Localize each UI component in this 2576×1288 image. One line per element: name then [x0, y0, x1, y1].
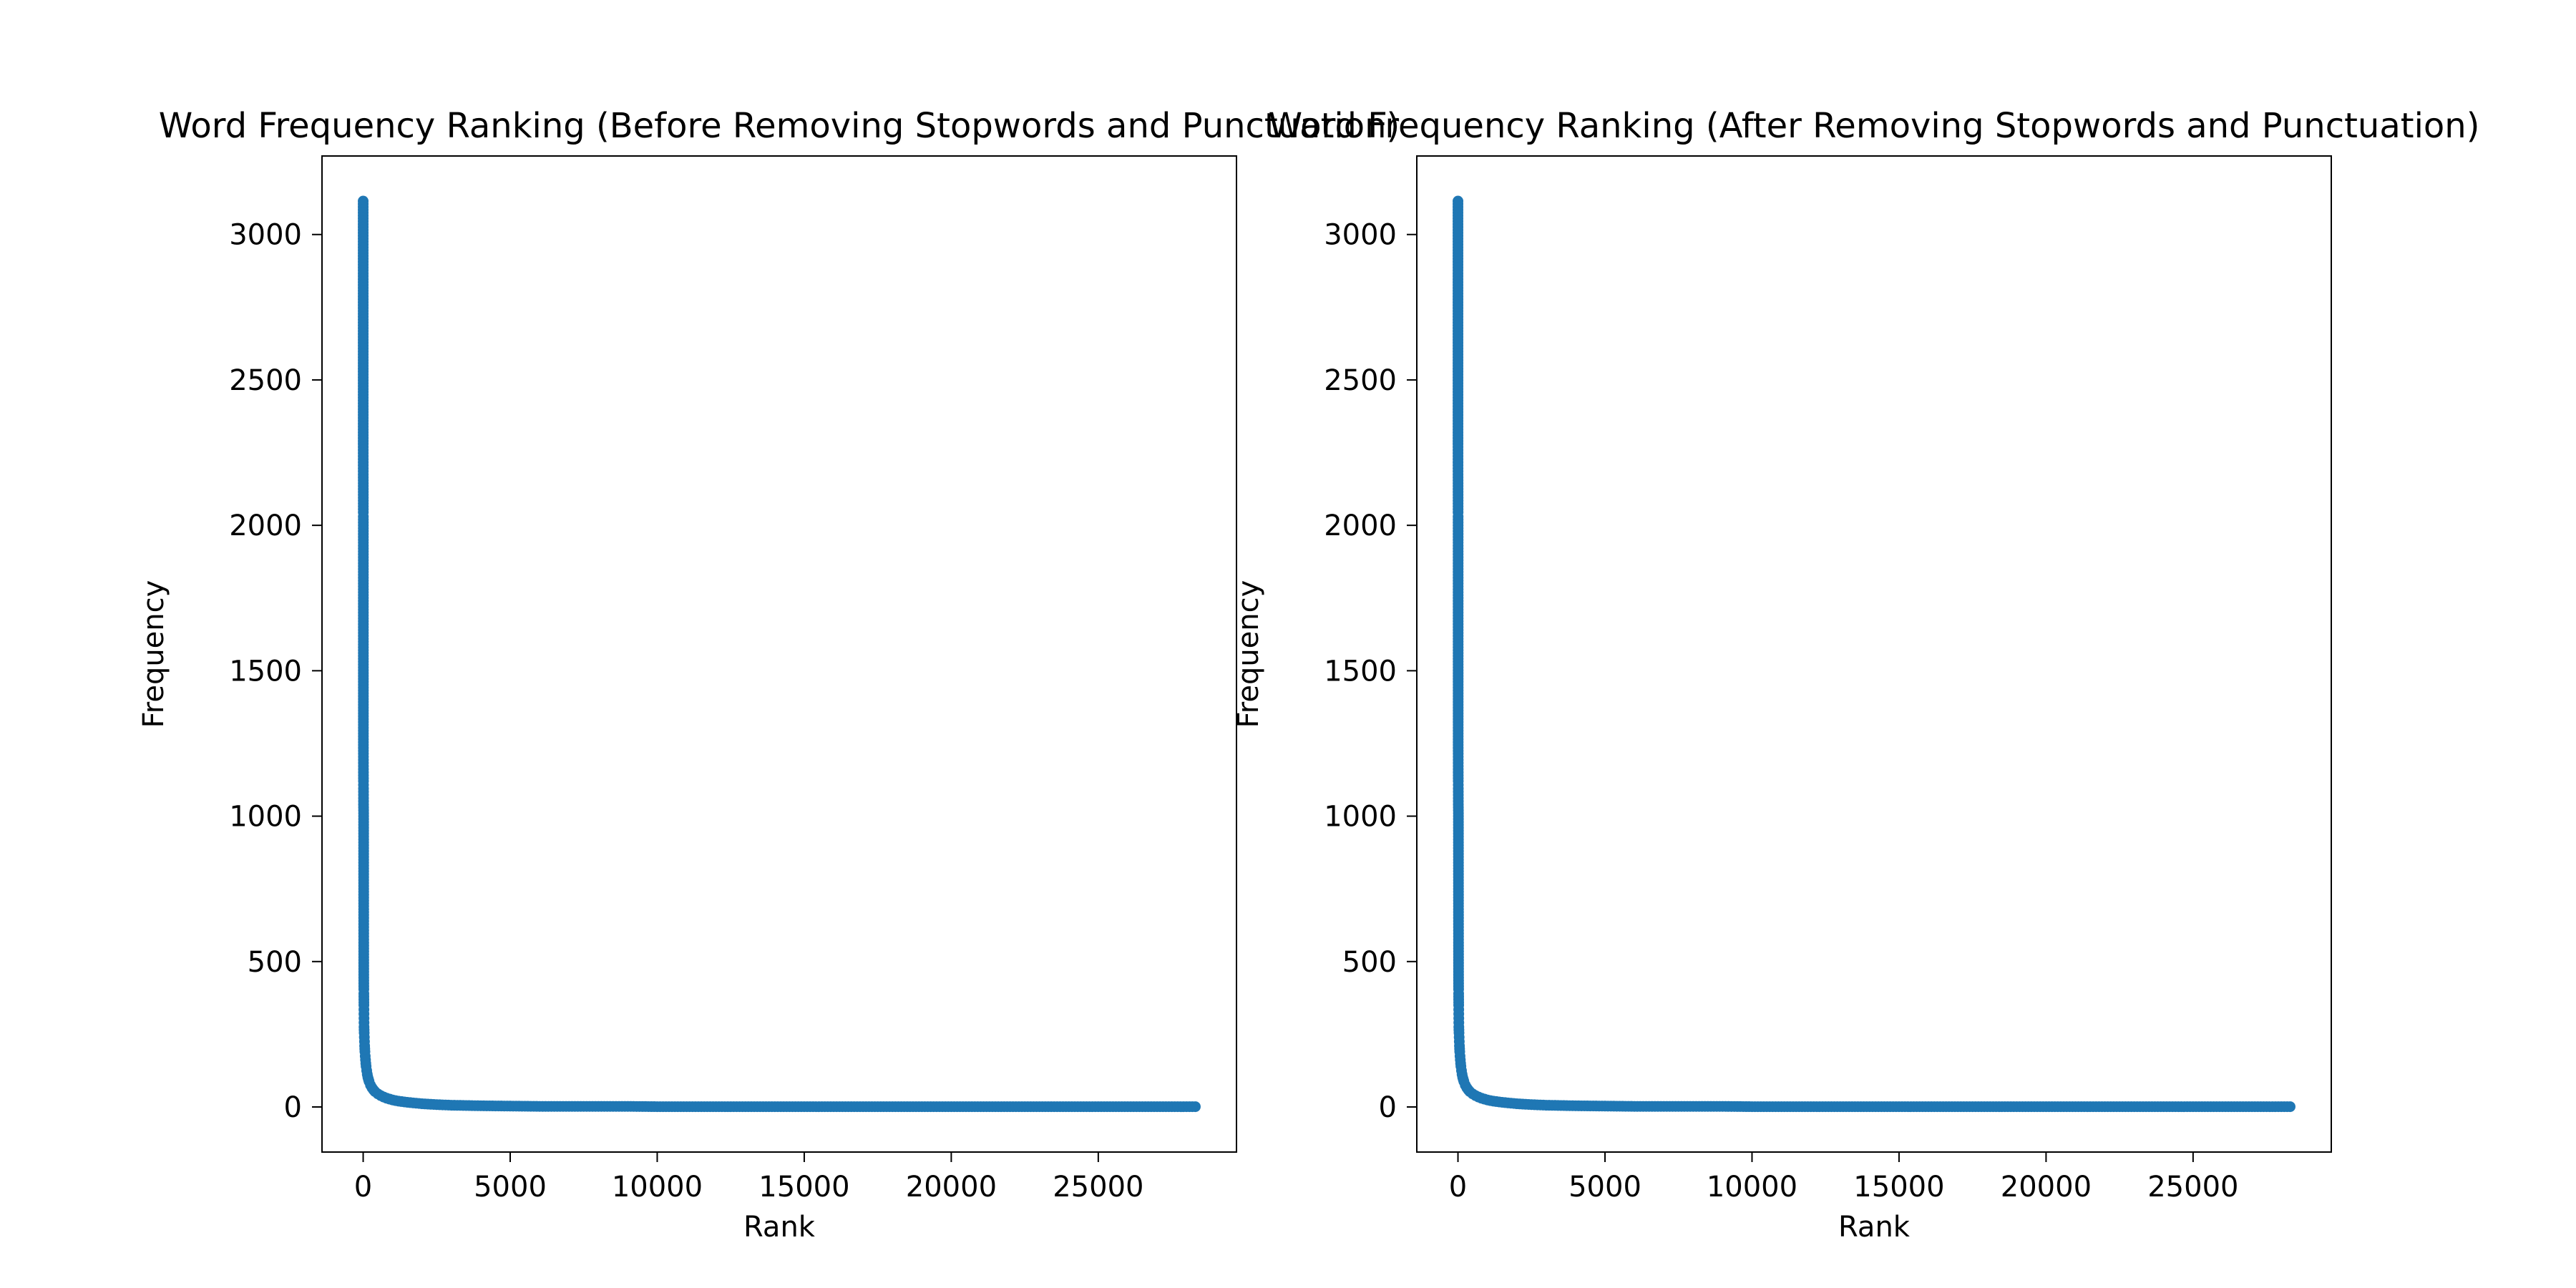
- y-tick-label: 500: [1342, 946, 1397, 979]
- data-point: [1453, 504, 1464, 515]
- y-axis-label: Frequency: [1232, 580, 1265, 728]
- subplot-1: 0 5000 10000 15000 20000 25000050010001500200…: [137, 106, 1400, 1244]
- scatter-points: [1453, 195, 2296, 1113]
- y-axis-label: Frequency: [137, 580, 170, 728]
- x-tick-label: 25000: [1053, 1171, 1143, 1204]
- y-tick-label: 2500: [1324, 364, 1397, 397]
- data-point: [1453, 980, 1464, 992]
- x-tick-label: 20000: [2001, 1171, 2092, 1204]
- axes-frame: [1416, 155, 2332, 1153]
- y-tick-label: 2500: [229, 364, 302, 397]
- x-tick-label: 15000: [1853, 1171, 1944, 1204]
- x-tick-label: 10000: [612, 1171, 703, 1204]
- y-tick-label: 2000: [229, 509, 302, 542]
- y-tick-label: 1000: [229, 801, 302, 834]
- data-point: [358, 504, 369, 515]
- y-tick-label: 0: [284, 1091, 302, 1124]
- y-tick-label: 1000: [1324, 801, 1397, 834]
- data-point: [358, 1024, 370, 1035]
- axes-frame: [321, 155, 1237, 1153]
- y-tick-label: 1500: [1324, 655, 1397, 688]
- data-point: [358, 796, 369, 807]
- x-tick-label: 0: [354, 1171, 372, 1204]
- y-tick-label: 500: [248, 946, 302, 979]
- data-point: [359, 1043, 371, 1055]
- chart-title: Word Frequency Ranking (After Removing S…: [1269, 106, 2480, 146]
- x-tick-label: 10000: [1707, 1171, 1797, 1204]
- subplot-2: 0 5000 10000 15000 20000 25000 0 500 1000 1500 200…: [1232, 106, 2479, 1244]
- data-point: [1453, 796, 1464, 807]
- scatter-points: [358, 195, 1201, 1113]
- x-tick-label: 20000: [906, 1171, 997, 1204]
- data-point: [358, 997, 370, 1008]
- data-point: [1454, 1043, 1465, 1055]
- data-point: [2281, 1101, 2293, 1113]
- x-tick-label: 0: [1449, 1171, 1467, 1204]
- y-tick-label: 1500: [229, 655, 302, 688]
- y-tick-label: 0: [1379, 1091, 1397, 1124]
- data-point: [1453, 997, 1465, 1008]
- y-tick-label: 3000: [229, 219, 302, 252]
- x-axis-label: Rank: [1838, 1211, 1911, 1244]
- y-tick-label: 3000: [1324, 219, 1397, 252]
- x-axis-label: Rank: [743, 1211, 816, 1244]
- x-tick-label: 15000: [758, 1171, 849, 1204]
- data-point: [1453, 1024, 1465, 1035]
- data-point: [1186, 1101, 1198, 1113]
- y-tick-label: 2000: [1324, 509, 1397, 542]
- x-tick-label: 5000: [1568, 1171, 1641, 1204]
- chart-title: Word Frequency Ranking (Before Removing …: [159, 106, 1400, 146]
- x-tick-label: 5000: [474, 1171, 547, 1204]
- data-point: [358, 980, 369, 992]
- x-tick-label: 25000: [2147, 1171, 2238, 1204]
